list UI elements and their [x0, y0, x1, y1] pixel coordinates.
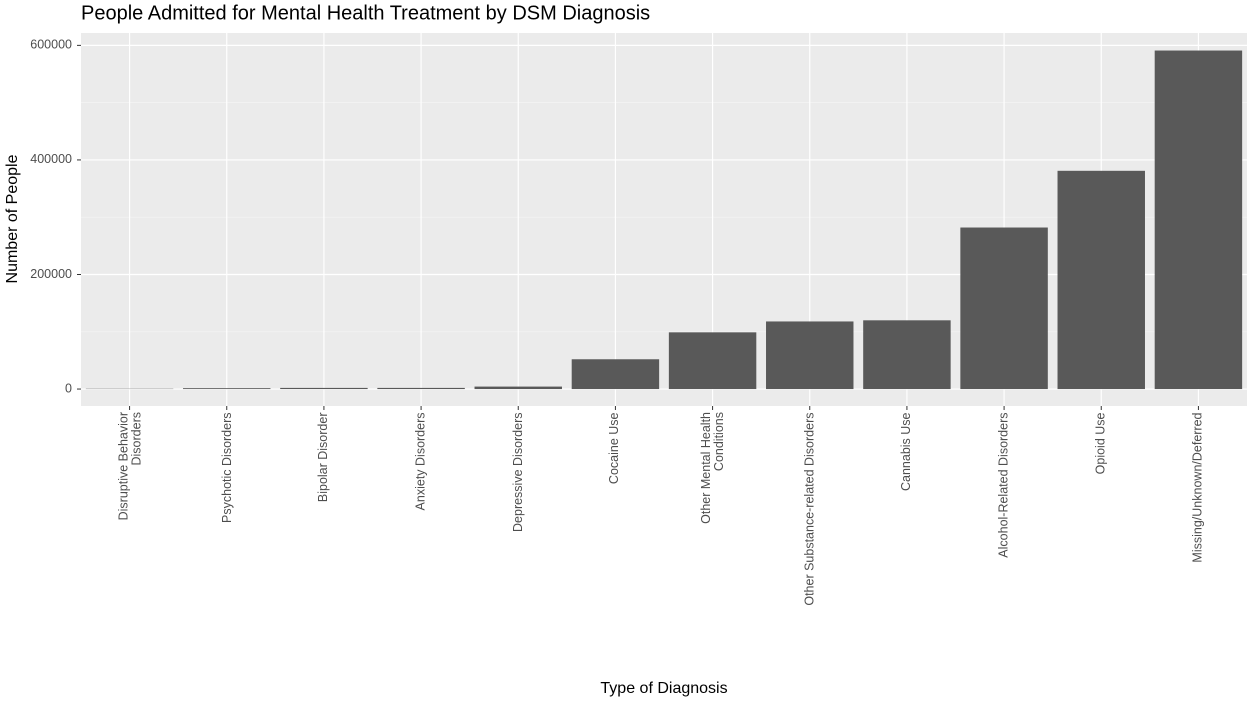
bar	[377, 387, 465, 390]
bar	[863, 320, 951, 390]
chart-title: People Admitted for Mental Health Treatm…	[81, 2, 650, 24]
y-tick-label: 0	[65, 381, 72, 395]
y-tick-label: 600000	[30, 38, 72, 52]
bar	[766, 321, 854, 390]
y-tick-label: 200000	[30, 267, 72, 281]
y-tick-label: 400000	[30, 152, 72, 166]
x-tick-label: Cocaine Use	[607, 412, 622, 484]
x-tick-label: Bipolar Disorder	[316, 412, 331, 502]
bar	[668, 332, 757, 390]
bar	[1154, 50, 1243, 390]
x-tick-label: Anxiety Disorders	[413, 412, 428, 510]
x-tick-label: Other Mental Health Conditions	[698, 412, 726, 524]
bar	[571, 359, 660, 390]
bar	[960, 227, 1048, 390]
bar	[1057, 170, 1145, 390]
x-tick-label: Disruptive Behavior Disorders	[115, 412, 143, 521]
bar	[280, 387, 368, 390]
x-tick-label: Depressive Disorders	[511, 412, 526, 532]
x-tick-label: Cannabis Use	[898, 412, 913, 491]
x-tick-label: Alcohol-Related Disorders	[996, 412, 1011, 558]
x-tick-label: Missing/Unknown/Deferred	[1190, 412, 1205, 563]
y-axis-title: Number of People	[4, 154, 21, 283]
x-axis-title: Type of Diagnosis	[600, 680, 727, 697]
x-tick-label: Psychotic Disorders	[219, 412, 234, 523]
x-tick-label: Other Substance-related Disorders	[802, 412, 817, 606]
bar	[474, 386, 562, 390]
x-tick-label: Opioid Use	[1093, 412, 1108, 474]
bar	[183, 388, 271, 390]
panel	[81, 33, 1247, 406]
